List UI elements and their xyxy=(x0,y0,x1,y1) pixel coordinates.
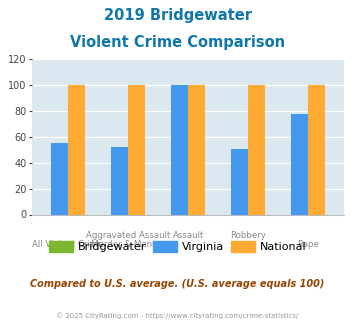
Text: Compared to U.S. average. (U.S. average equals 100): Compared to U.S. average. (U.S. average … xyxy=(30,279,325,289)
Text: Robbery: Robbery xyxy=(230,231,266,240)
Bar xyxy=(231,148,248,214)
Text: Assault: Assault xyxy=(173,231,204,240)
Text: 2019 Bridgewater: 2019 Bridgewater xyxy=(104,8,251,23)
Text: © 2025 CityRating.com - https://www.cityrating.com/crime-statistics/: © 2025 CityRating.com - https://www.city… xyxy=(56,312,299,318)
Bar xyxy=(248,85,265,214)
Legend: Bridgewater, Virginia, National: Bridgewater, Virginia, National xyxy=(44,237,311,256)
Bar xyxy=(128,85,145,214)
Text: Rape: Rape xyxy=(297,240,319,249)
Bar xyxy=(68,85,85,214)
Bar xyxy=(308,85,325,214)
Text: All Violent Crime: All Violent Crime xyxy=(32,240,104,249)
Bar xyxy=(171,85,188,214)
Text: Murder & Mans...: Murder & Mans... xyxy=(91,240,165,249)
Text: Aggravated Assault: Aggravated Assault xyxy=(86,231,170,240)
Bar xyxy=(111,147,128,214)
Bar xyxy=(51,144,68,214)
Bar xyxy=(188,85,205,214)
Bar xyxy=(291,114,308,214)
Text: Violent Crime Comparison: Violent Crime Comparison xyxy=(70,35,285,50)
